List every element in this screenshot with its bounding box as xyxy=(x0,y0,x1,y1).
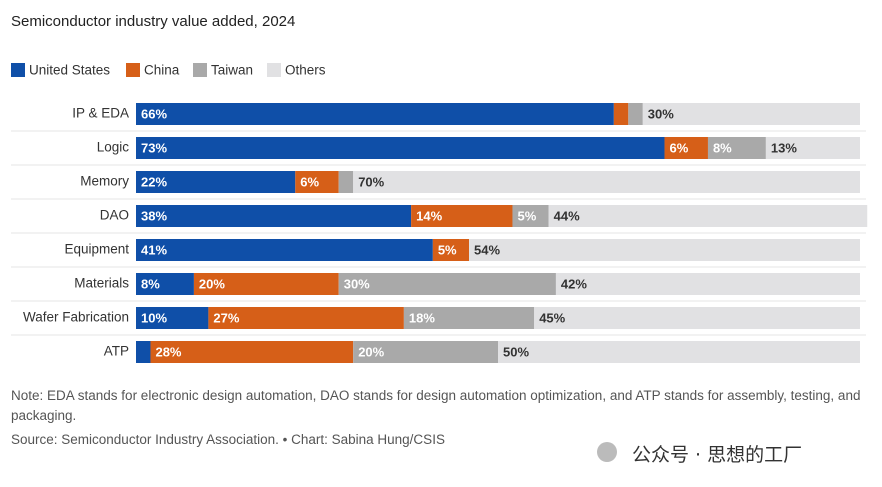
note: Note: EDA stands for electronic design a… xyxy=(11,388,861,423)
data-label: 22% xyxy=(141,174,167,189)
data-label: 20% xyxy=(199,276,225,291)
bar-segment xyxy=(498,341,860,363)
data-label: 44% xyxy=(554,208,580,223)
data-label: 20% xyxy=(358,344,384,359)
bar-segment xyxy=(512,205,549,227)
data-label: 5% xyxy=(517,208,536,223)
y-tick-label: Equipment xyxy=(64,242,129,257)
bar-segment xyxy=(548,205,868,227)
data-label: 73% xyxy=(141,140,167,155)
bar-segment xyxy=(353,171,860,193)
bar-segment xyxy=(707,137,766,159)
y-tick-label: DAO xyxy=(100,208,129,223)
data-label: 28% xyxy=(155,344,181,359)
legend-label: Others xyxy=(285,63,326,78)
data-label: 5% xyxy=(438,242,457,257)
bar-segment xyxy=(642,103,860,125)
data-label: 13% xyxy=(771,140,797,155)
bar-segment xyxy=(338,171,354,193)
data-label: 54% xyxy=(474,242,500,257)
data-label: 42% xyxy=(561,276,587,291)
bar-segment xyxy=(613,103,629,125)
legend-swatch xyxy=(267,63,281,77)
data-label: 14% xyxy=(416,208,442,223)
data-label: 30% xyxy=(344,276,370,291)
bar-segment xyxy=(534,307,860,329)
bar-segment xyxy=(469,239,860,261)
bar-segment xyxy=(411,205,513,227)
watermark: 公众号 · 思想的工厂 xyxy=(632,444,803,466)
bar-segment xyxy=(193,273,339,295)
bar-segment xyxy=(664,137,708,159)
data-label: 10% xyxy=(141,310,167,325)
data-label: 6% xyxy=(670,140,689,155)
legend-swatch xyxy=(126,63,140,77)
bar-segment xyxy=(136,103,614,125)
data-label: 8% xyxy=(141,276,160,291)
bar-segment xyxy=(338,273,556,295)
data-label: 27% xyxy=(213,310,239,325)
bar-segment xyxy=(628,103,643,125)
legend-label: United States xyxy=(29,63,110,78)
legend-label: Taiwan xyxy=(211,63,253,78)
data-label: 6% xyxy=(300,174,319,189)
data-label: 41% xyxy=(141,242,167,257)
bar-segment xyxy=(208,307,404,329)
bar-segment xyxy=(136,171,296,193)
y-tick-label: Materials xyxy=(74,276,129,291)
bar-segment xyxy=(150,341,354,363)
bar-segment xyxy=(136,205,412,227)
bar-segment xyxy=(136,341,151,363)
chart-title: Semiconductor industry value added, 2024 xyxy=(11,13,295,30)
data-label: 18% xyxy=(409,310,435,325)
bar-segment xyxy=(432,239,470,261)
source: Source: Semiconductor Industry Associati… xyxy=(11,432,445,447)
data-label: 45% xyxy=(539,310,565,325)
bar-segment xyxy=(136,273,194,295)
legend-swatch xyxy=(11,63,25,77)
bar-segment xyxy=(295,171,339,193)
data-label: 66% xyxy=(141,106,167,121)
data-label: 38% xyxy=(141,208,167,223)
data-label: 30% xyxy=(648,106,674,121)
y-tick-label: ATP xyxy=(104,344,129,359)
legend-swatch xyxy=(193,63,207,77)
bar-segment xyxy=(403,307,535,329)
y-tick-label: IP & EDA xyxy=(72,106,129,121)
bar-segment xyxy=(136,307,209,329)
watermark-icon xyxy=(597,442,617,462)
bar-segment xyxy=(136,137,665,159)
data-label: 70% xyxy=(358,174,384,189)
y-tick-label: Wafer Fabrication xyxy=(23,310,129,325)
data-label: 50% xyxy=(503,344,529,359)
data-label: 8% xyxy=(713,140,732,155)
bar-segment xyxy=(765,137,860,159)
bar-segment xyxy=(353,341,498,363)
y-tick-label: Memory xyxy=(80,174,129,189)
bar-segment xyxy=(555,273,860,295)
bar-segment xyxy=(136,239,433,261)
y-tick-label: Logic xyxy=(97,140,130,155)
legend-label: China xyxy=(144,63,180,78)
